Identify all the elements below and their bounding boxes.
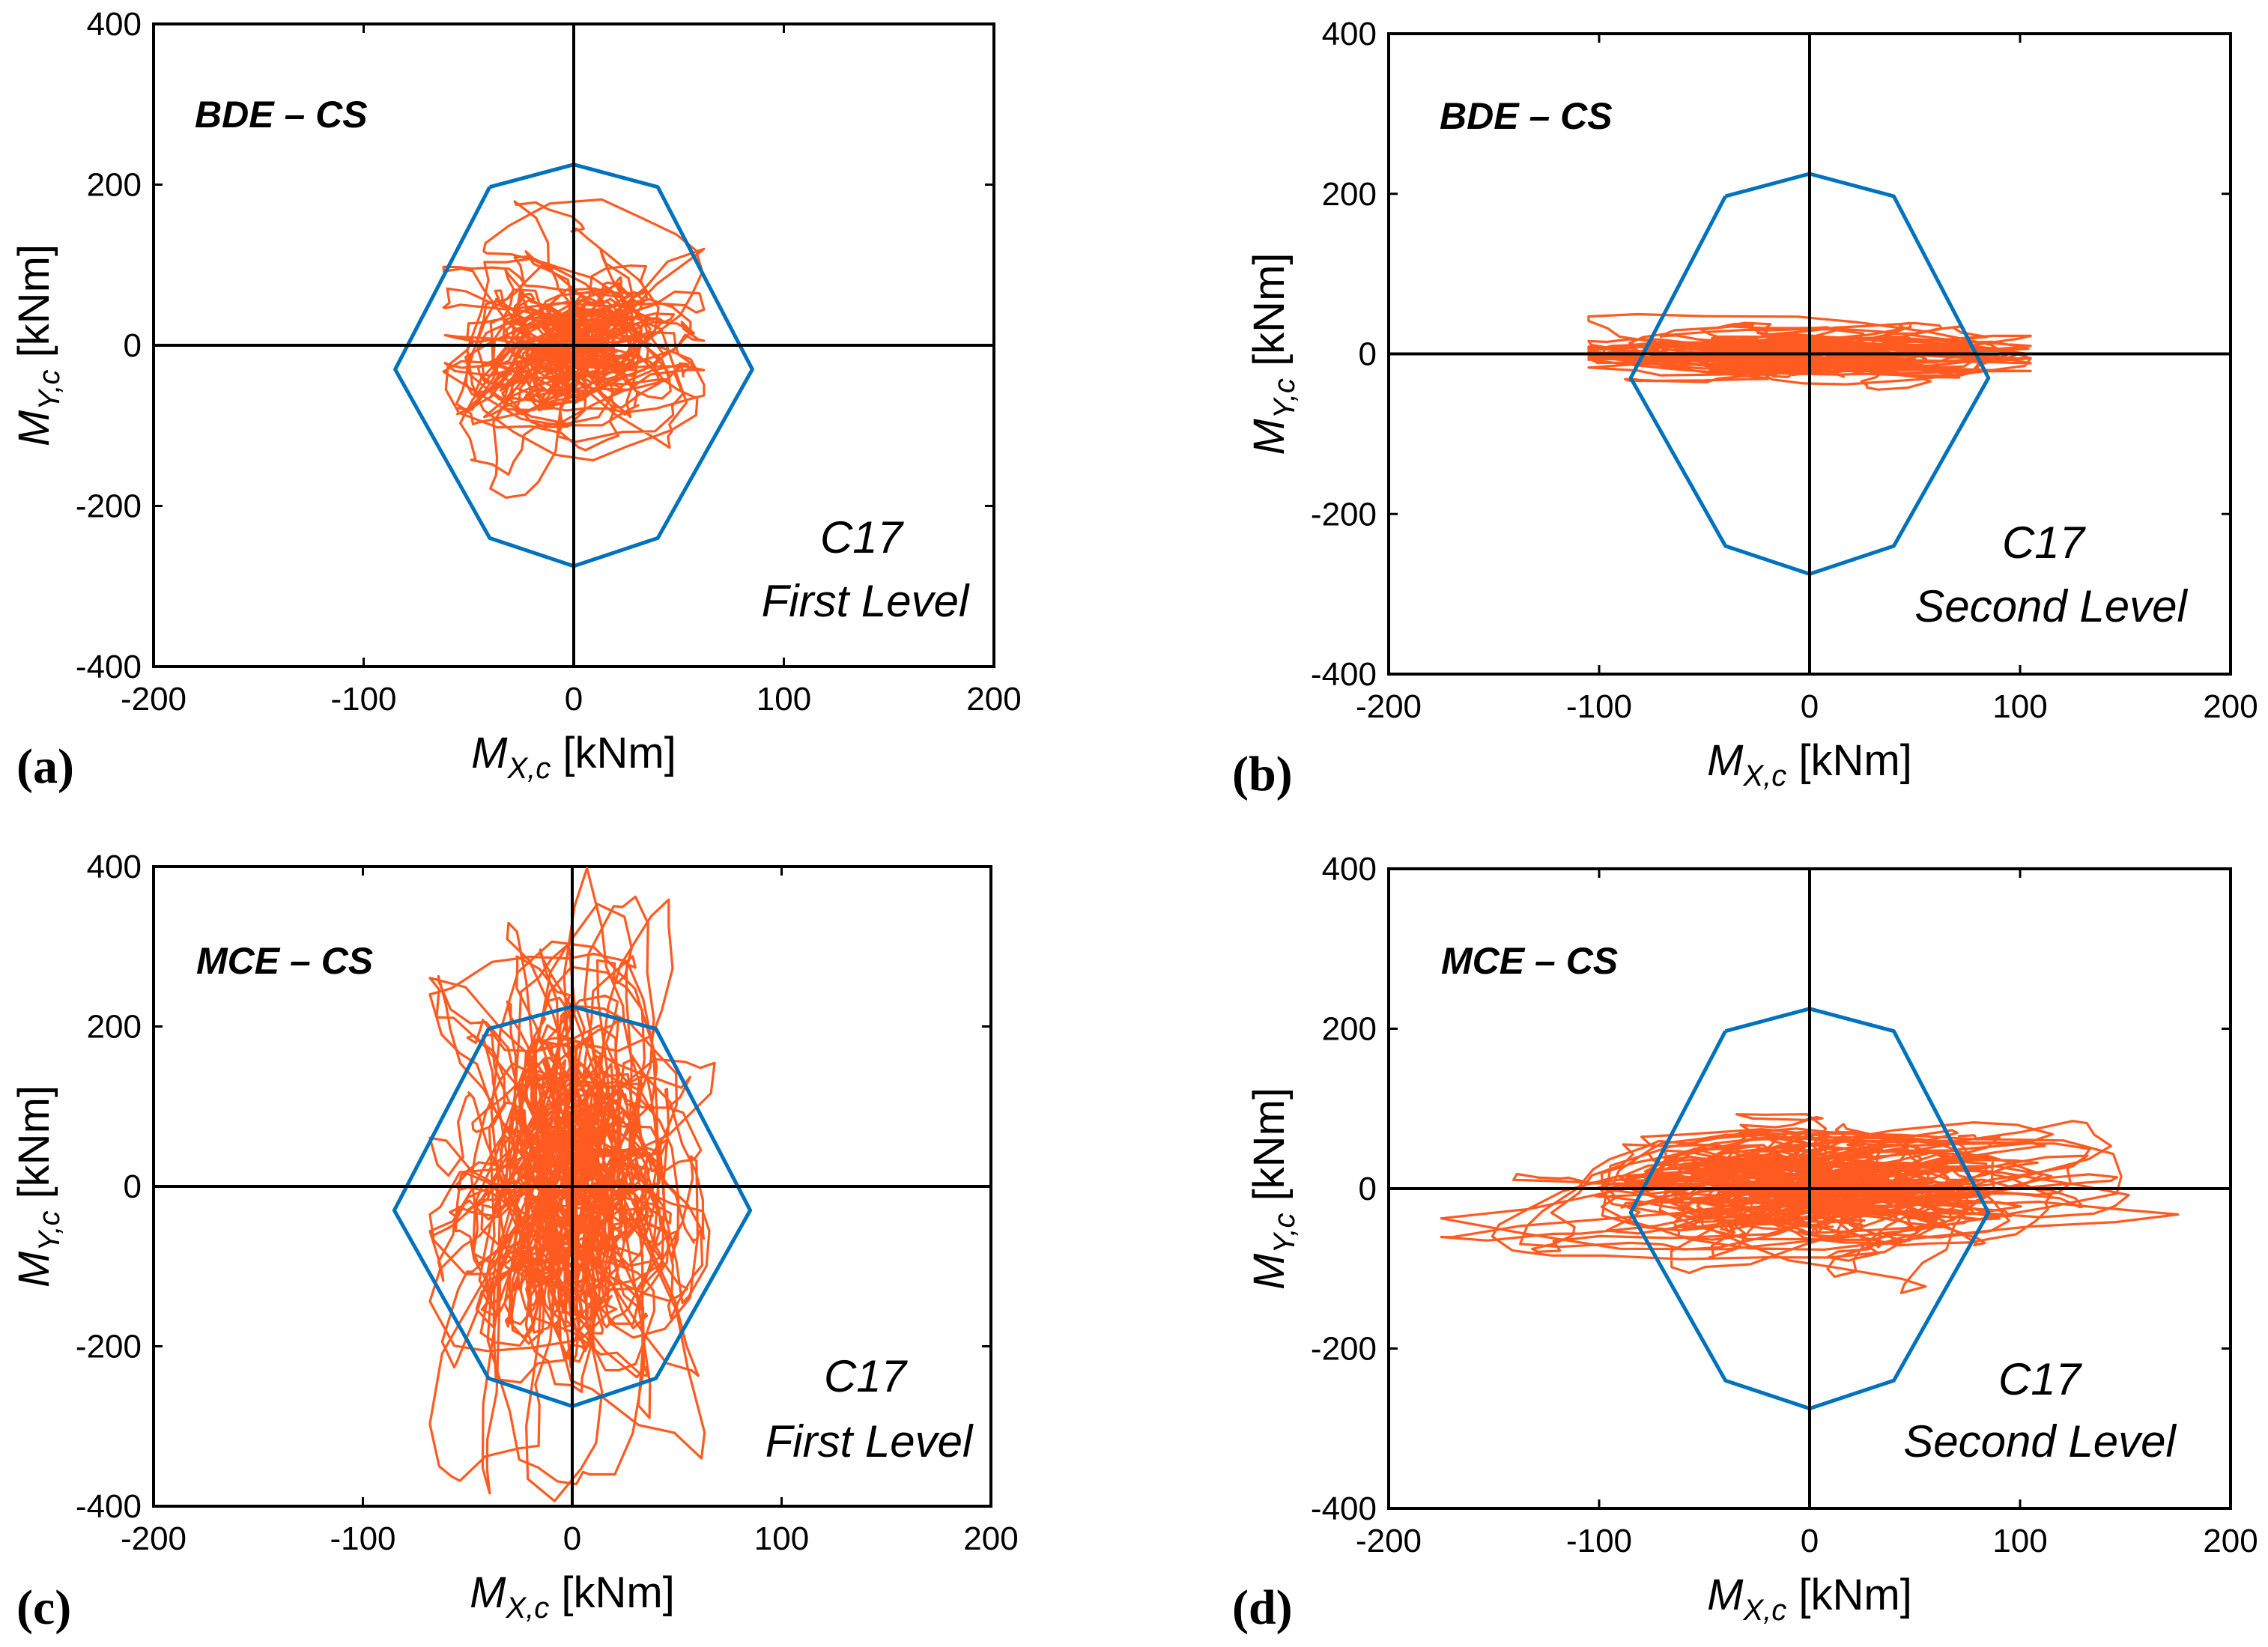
y-tick-label: -200 — [1311, 496, 1377, 533]
y-tick-label: -400 — [76, 1488, 142, 1525]
y-tick-label: -400 — [1311, 1490, 1377, 1527]
x-tick-label: 200 — [966, 681, 1021, 718]
x-tick-label: -200 — [1356, 1523, 1422, 1559]
y-axis-label: MY,c [kNm] — [10, 1085, 66, 1287]
y-tick-label: 200 — [1322, 176, 1377, 213]
panel-label: (d) — [1232, 1580, 1293, 1635]
y-tick-label: 400 — [87, 6, 142, 43]
y-tick-label: 400 — [1322, 851, 1377, 888]
level-label: First Level — [765, 1416, 974, 1466]
data-layer — [393, 163, 754, 568]
x-axis-label: MX,c [kNm] — [470, 1568, 675, 1625]
x-tick-label: 0 — [565, 681, 583, 718]
x-tick-label: 0 — [563, 1520, 581, 1557]
panel-label: (a) — [16, 739, 74, 794]
x-tick-label: 200 — [2203, 688, 2258, 725]
y-tick-label: 0 — [124, 1168, 142, 1205]
x-tick-label: 100 — [756, 681, 811, 718]
column-label: C17 — [820, 512, 905, 562]
load-case-label: BDE – CS — [1440, 95, 1613, 137]
response-trace — [428, 867, 716, 1502]
x-tick-label: 0 — [1801, 688, 1819, 725]
x-tick-label: -200 — [121, 1520, 187, 1557]
y-tick-label: 400 — [1322, 16, 1377, 52]
load-case-label: MCE – CS — [196, 940, 373, 982]
x-axis-label: MX,c [kNm] — [1707, 1571, 1912, 1627]
x-tick-label: 100 — [1992, 1523, 2047, 1559]
load-case-label: BDE – CS — [195, 94, 368, 136]
y-tick-label: 400 — [87, 849, 142, 885]
x-tick-label: 100 — [754, 1520, 809, 1557]
x-axis-label: MX,c [kNm] — [1707, 736, 1912, 792]
y-axis-label: MY,c [kNm] — [10, 244, 66, 446]
x-tick-label: 100 — [1992, 688, 2047, 725]
column-label: C17 — [824, 1351, 909, 1401]
x-tick-label: 200 — [2203, 1523, 2258, 1559]
x-tick-label: -100 — [1566, 1523, 1632, 1559]
x-tick-label: -100 — [330, 681, 396, 718]
level-label: First Level — [762, 576, 970, 626]
y-tick-label: 0 — [1359, 336, 1377, 373]
load-case-label: MCE – CS — [1441, 940, 1618, 982]
x-tick-label: -200 — [121, 681, 187, 718]
level-label: Second Level — [1903, 1416, 2177, 1466]
interaction-domain — [1628, 1007, 1991, 1411]
y-tick-label: -200 — [76, 1329, 142, 1365]
y-tick-label: -200 — [1311, 1331, 1377, 1368]
y-tick-label: 200 — [87, 1009, 142, 1046]
y-tick-label: -400 — [1311, 656, 1377, 693]
y-tick-label: 200 — [87, 167, 142, 204]
y-axis-label: MY,c [kNm] — [1245, 253, 1301, 455]
data-layer — [392, 867, 753, 1502]
interaction-domain — [393, 163, 754, 568]
y-tick-label: -200 — [76, 488, 142, 525]
x-tick-label: -100 — [1566, 688, 1632, 725]
column-label: C17 — [2002, 518, 2087, 568]
response-trace — [1587, 312, 2032, 391]
data-layer — [1587, 172, 2032, 576]
y-tick-label: 0 — [124, 327, 142, 364]
column-label: C17 — [1998, 1354, 2083, 1404]
x-tick-label: 200 — [963, 1520, 1018, 1557]
y-axis-label: MY,c [kNm] — [1245, 1088, 1301, 1290]
panel-label: (c) — [16, 1580, 71, 1635]
level-label: Second Level — [1914, 581, 2188, 631]
interaction-domain — [392, 1004, 753, 1409]
response-trace — [442, 198, 706, 499]
x-tick-label: -100 — [330, 1520, 395, 1557]
y-tick-label: 200 — [1322, 1011, 1377, 1048]
y-tick-label: 0 — [1359, 1171, 1377, 1207]
x-tick-label: -200 — [1356, 688, 1422, 725]
panel-label: (b) — [1232, 747, 1293, 801]
x-tick-label: 0 — [1801, 1523, 1819, 1559]
interaction-domain — [1628, 172, 1991, 576]
y-tick-label: -400 — [76, 649, 142, 685]
x-axis-label: MX,c [kNm] — [471, 729, 676, 785]
